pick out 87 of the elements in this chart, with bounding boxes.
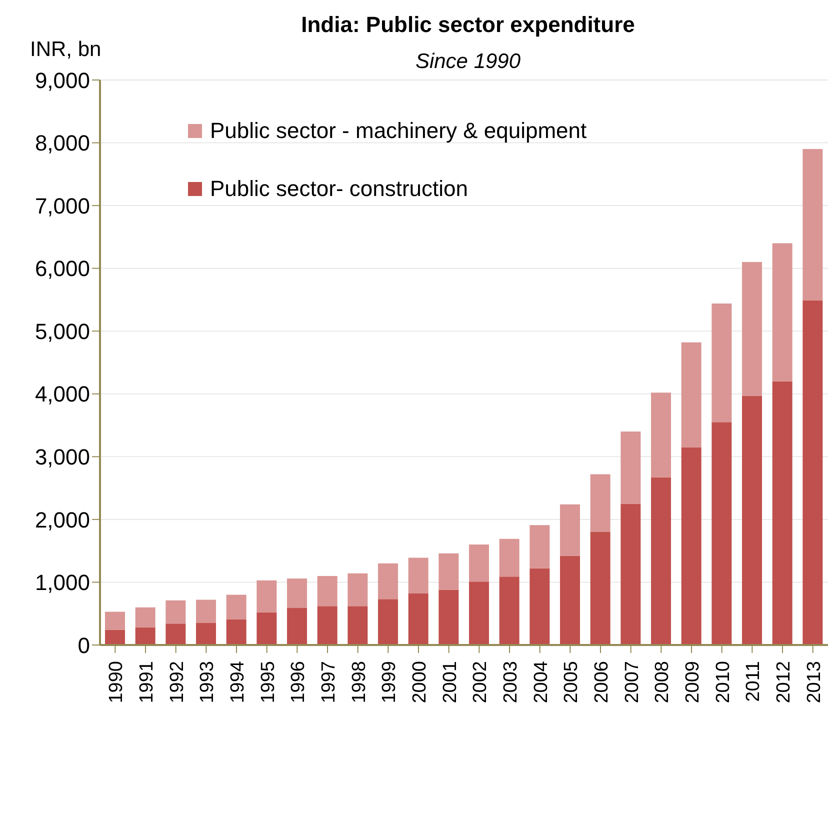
x-tick-label: 2012: [774, 661, 794, 704]
bar: [712, 422, 732, 645]
y-tick-label: 5,000: [34, 318, 90, 344]
x-tick-label: 2008: [652, 661, 674, 704]
bar: [651, 392, 671, 478]
bar: [560, 556, 580, 645]
bar: [772, 381, 792, 645]
bar: [438, 590, 459, 645]
x-tick-label: 2005: [561, 661, 582, 704]
chart-subtitle: Since 1990: [414, 50, 522, 74]
x-tick-label: 1992: [166, 661, 188, 704]
x-tick-label: 2001: [440, 661, 461, 704]
bar: [530, 525, 550, 568]
y-tick-label: 0: [78, 632, 90, 658]
y-tick-label: 6,000: [34, 256, 90, 282]
bar: [590, 474, 610, 532]
bar: [772, 243, 792, 382]
bar: [256, 580, 277, 612]
y-tick-label: 8,000: [34, 130, 90, 156]
bar: [530, 568, 550, 645]
bar: [378, 599, 398, 645]
bar: [590, 532, 610, 645]
y-tick-label: 1,000: [34, 570, 90, 596]
bar: [620, 504, 641, 645]
bar: [712, 303, 732, 422]
x-tick-label: 2004: [530, 660, 552, 704]
bar: [348, 573, 368, 606]
x-tick-label: 1990: [106, 661, 128, 704]
bar: [620, 432, 641, 504]
x-tick-label: 2007: [622, 661, 643, 704]
y-axis-title: INR, bn: [30, 38, 102, 62]
bar: [651, 477, 671, 645]
bar: [560, 504, 580, 556]
x-tick-label: 1998: [348, 661, 370, 704]
bar: [408, 594, 428, 645]
x-tick-label: 2006: [592, 661, 612, 704]
x-tick-label: 2000: [410, 661, 430, 704]
x-tick-label: 2010: [712, 661, 734, 704]
bar: [348, 606, 368, 645]
x-tick-label: 1993: [197, 661, 218, 704]
bar: [166, 624, 186, 645]
bar: [438, 553, 459, 590]
y-tick-label: 7,000: [34, 193, 90, 218]
bar: [287, 608, 307, 645]
bar: [317, 576, 338, 606]
x-tick-label: 1999: [379, 661, 400, 704]
bar: [802, 300, 823, 645]
x-tick-label: 2013: [804, 661, 825, 704]
x-tick-label: 1997: [318, 661, 340, 704]
bar: [408, 558, 428, 594]
bar: [256, 612, 277, 645]
bar: [105, 630, 125, 645]
x-tick-label: 1995: [258, 661, 279, 704]
y-tick-label: 3,000: [34, 444, 90, 470]
x-tick-label: 2002: [470, 661, 492, 704]
legend-label: Public sector- construction: [210, 176, 468, 202]
y-tick-label: 9,000: [34, 68, 90, 93]
chart-title: India: Public sector expenditure: [300, 12, 636, 38]
x-tick-label: 1994: [228, 660, 248, 704]
bar: [802, 149, 823, 300]
bar: [469, 544, 489, 582]
bar: [681, 447, 702, 645]
bar: [499, 538, 520, 577]
bar: [287, 578, 307, 608]
y-tick-label: 4,000: [34, 382, 90, 407]
bar: [317, 606, 338, 645]
bar: [166, 600, 186, 624]
bar: [135, 627, 156, 645]
bar: [469, 582, 489, 645]
bar: [226, 619, 246, 645]
bar: [742, 262, 762, 396]
bar: [135, 607, 156, 628]
x-tick-label: 1996: [288, 661, 310, 704]
bar: [196, 600, 216, 624]
bar: [742, 396, 762, 645]
bar: [499, 576, 520, 645]
bar: [105, 612, 125, 630]
bar: [196, 623, 216, 645]
x-tick-label: 2011: [743, 661, 764, 702]
x-tick-label: 2003: [500, 661, 522, 704]
x-tick-label: 1991: [136, 661, 158, 704]
bar: [681, 342, 702, 448]
y-tick-label: 2,000: [34, 507, 90, 532]
legend-label: Public sector - machinery & equipment: [210, 118, 587, 144]
x-tick-label: 2009: [682, 661, 704, 704]
bar: [378, 563, 398, 600]
bar: [226, 594, 246, 620]
